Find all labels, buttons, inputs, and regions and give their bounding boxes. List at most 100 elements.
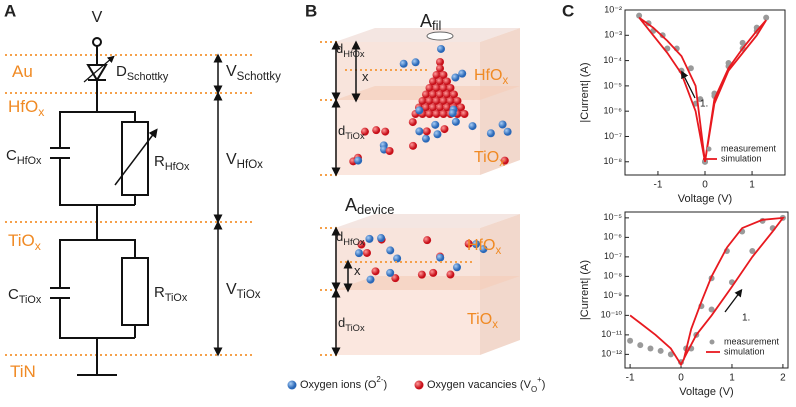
x-axis-label: Voltage (V) <box>678 193 732 205</box>
vacancy <box>409 141 418 150</box>
x-tick-label: 0 <box>678 373 684 384</box>
vacancy <box>439 84 448 92</box>
ion <box>386 268 395 277</box>
data-point <box>636 12 643 19</box>
vacancy <box>443 77 451 86</box>
y-tick-label: 10⁻⁵ <box>604 212 623 222</box>
text-part: TiO <box>467 311 492 328</box>
text-part: x <box>35 239 41 253</box>
vacancy <box>357 240 366 249</box>
text-part: HfOx <box>343 237 365 247</box>
data-point <box>763 14 770 21</box>
dimension-label: x <box>354 263 361 278</box>
ion <box>415 106 424 115</box>
annotation-arrow <box>681 70 696 99</box>
panel-a: A V Au HfOx TiOx TiN DSchottky CHfOx RHf… <box>4 1 281 381</box>
component-label: RHfOx <box>154 153 190 173</box>
text-part: ) <box>542 379 546 391</box>
text-part: HfO <box>467 237 495 254</box>
dimension-label: x <box>362 69 369 84</box>
text-part: x <box>492 319 498 331</box>
panel-label: A <box>4 1 16 20</box>
panel-b: B Afil dHfOx x dTiOx HfOx TiOx Adevice d… <box>287 1 545 394</box>
legend-label: simulation <box>721 153 762 163</box>
legend-marker <box>706 146 712 152</box>
ion <box>452 263 461 272</box>
text-part: fil <box>432 18 441 33</box>
text-part: HfO <box>474 67 502 84</box>
vacancy <box>450 90 458 99</box>
layer-label: Au <box>12 62 33 81</box>
vacancy <box>457 103 465 112</box>
text-part: R <box>154 284 165 301</box>
y-tick-label: 10⁻¹¹ <box>601 329 622 339</box>
ion <box>451 117 460 126</box>
layer-label: TiOx <box>8 231 41 253</box>
vacancy <box>446 270 455 279</box>
ion <box>411 58 420 67</box>
component-label: CTiOx <box>8 286 42 306</box>
component-label: CHfOx <box>6 147 42 167</box>
text-part: V <box>226 63 237 80</box>
vacancy <box>429 268 438 277</box>
data-point <box>687 65 694 72</box>
y-tick-label: 10⁻⁵ <box>604 80 623 90</box>
text-part: TiOx <box>345 131 365 141</box>
vacancy <box>446 97 455 105</box>
legend-marker <box>709 339 715 345</box>
data-point <box>749 248 756 254</box>
data-line <box>629 216 785 367</box>
voltage-label: VSchottky <box>226 63 281 83</box>
vacancy <box>446 84 455 92</box>
y-tick-label: 10⁻⁶ <box>604 232 623 242</box>
text-part: V <box>226 281 237 298</box>
data-point <box>667 351 674 358</box>
text-part: d <box>338 315 345 330</box>
vacancy <box>372 126 381 135</box>
area-label: Afil <box>420 11 441 34</box>
text-part: HfOx <box>343 49 365 59</box>
text-part: C <box>6 147 17 164</box>
x-tick-label: 0 <box>702 180 708 191</box>
panel-label: C <box>562 1 574 20</box>
vacancy <box>439 71 448 79</box>
text-part: A <box>420 11 432 31</box>
text-part: ) <box>383 379 387 391</box>
vacancy <box>429 77 437 86</box>
ion <box>451 73 460 82</box>
vacancy <box>425 97 434 105</box>
vacancy <box>422 90 430 99</box>
text-part: device <box>357 202 394 217</box>
annotation: 1. <box>742 313 750 324</box>
ion <box>448 109 457 118</box>
y-tick-label: 10⁻⁷ <box>604 251 622 261</box>
ion <box>421 134 430 143</box>
text-part: TiOx <box>165 292 188 304</box>
vacancy <box>443 90 451 99</box>
layer-label: HfOx <box>8 97 44 119</box>
ion <box>431 120 440 129</box>
ion <box>503 127 512 136</box>
data-point <box>627 337 634 344</box>
text-part: TiOx <box>19 294 42 306</box>
ion <box>365 234 374 243</box>
text-part: TiO <box>474 149 499 166</box>
y-axis-label: |Current| (A) <box>579 260 591 320</box>
legend-marker <box>287 380 297 390</box>
y-tick-label: 10⁻⁸ <box>603 156 622 166</box>
y-tick-label: 10⁻³ <box>604 30 622 40</box>
data-point <box>637 342 644 349</box>
layer-label: TiOx <box>467 311 498 331</box>
ion <box>472 240 481 249</box>
x-tick-label: 2 <box>780 373 786 384</box>
vacancy <box>371 267 380 276</box>
layer-label: HfOx <box>474 67 508 87</box>
text-part: x <box>502 75 508 87</box>
legend-label: Oxygen vacancies (VO+) <box>427 375 545 394</box>
ion <box>433 130 442 139</box>
vacancy <box>464 239 473 248</box>
text-part: x <box>495 245 501 257</box>
y-tick-label: 10⁻¹⁰ <box>601 310 623 320</box>
vacancy <box>432 110 441 118</box>
text-part: HfOx <box>17 155 42 167</box>
